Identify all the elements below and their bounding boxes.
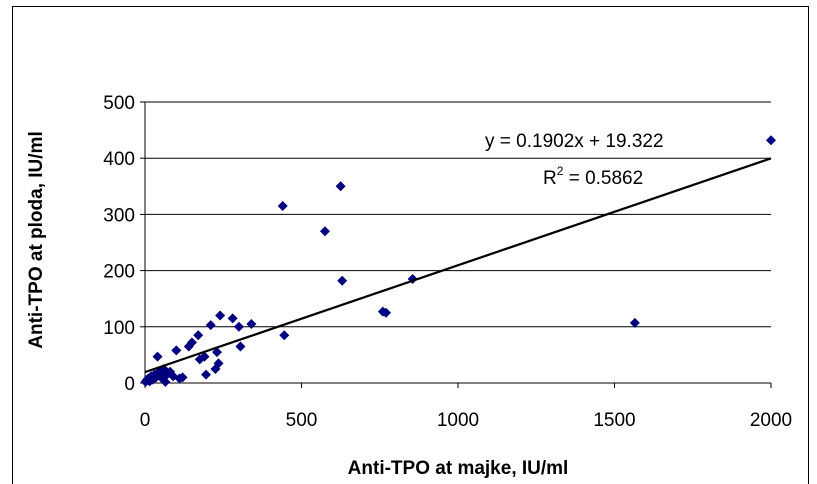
y-tick-label-1: 100 [103, 318, 135, 339]
trendline-equation: y = 0.1902x + 19.322 [485, 131, 664, 152]
data-point-30 [215, 310, 226, 321]
y-axis-ticks: 0 100 200 300 400 500 [103, 93, 145, 395]
x-tick-label-0: 0 [140, 410, 151, 431]
data-point-22 [193, 330, 204, 341]
x-tick-label-4: 2000 [750, 410, 792, 431]
data-point-24 [199, 351, 210, 362]
data-point-44 [766, 135, 776, 146]
chart-frame [12, 6, 809, 484]
r-squared-value: = 0.5862 [563, 168, 643, 189]
data-points [140, 135, 776, 387]
x-tick-label-1: 500 [286, 410, 318, 431]
y-axis-title: Anti-TPO at ploda, IU/ml [26, 131, 47, 348]
data-point-35 [277, 200, 288, 211]
trendline [144, 157, 772, 374]
y-tick-label-0: 0 [124, 374, 135, 395]
data-point-17 [171, 345, 182, 356]
data-point-43 [629, 317, 640, 328]
data-point-31 [227, 313, 238, 324]
data-point-13 [160, 376, 171, 387]
data-point-28 [211, 347, 222, 358]
x-axis-ticks: 0 500 1000 1500 2000 [140, 383, 792, 431]
y-tick-label-5: 500 [103, 93, 135, 114]
x-tick-label-3: 1500 [593, 410, 635, 431]
data-point-38 [335, 181, 346, 192]
y-tick-label-3: 300 [103, 205, 135, 226]
data-point-8 [152, 351, 163, 362]
gridlines [145, 101, 771, 328]
data-point-41 [381, 307, 392, 318]
r-squared-sup: 2 [557, 164, 564, 178]
data-point-39 [337, 275, 348, 286]
data-point-33 [235, 341, 246, 352]
r-squared-label: R2 = 0.5862 [543, 164, 643, 189]
data-point-19 [177, 372, 188, 383]
data-point-37 [319, 226, 330, 237]
y-tick-label-2: 200 [103, 262, 135, 283]
data-point-26 [205, 320, 216, 331]
x-axis-title: Anti-TPO at majke, IU/ml [348, 458, 569, 479]
x-tick-label-2: 1000 [437, 410, 479, 431]
data-point-36 [279, 330, 290, 341]
data-point-32 [233, 321, 244, 332]
r-squared-r: R [543, 168, 557, 189]
y-tick-label-4: 400 [103, 149, 135, 170]
data-point-29 [213, 358, 224, 369]
data-point-25 [201, 369, 212, 380]
data-point-21 [186, 337, 197, 348]
data-point-34 [246, 318, 257, 329]
